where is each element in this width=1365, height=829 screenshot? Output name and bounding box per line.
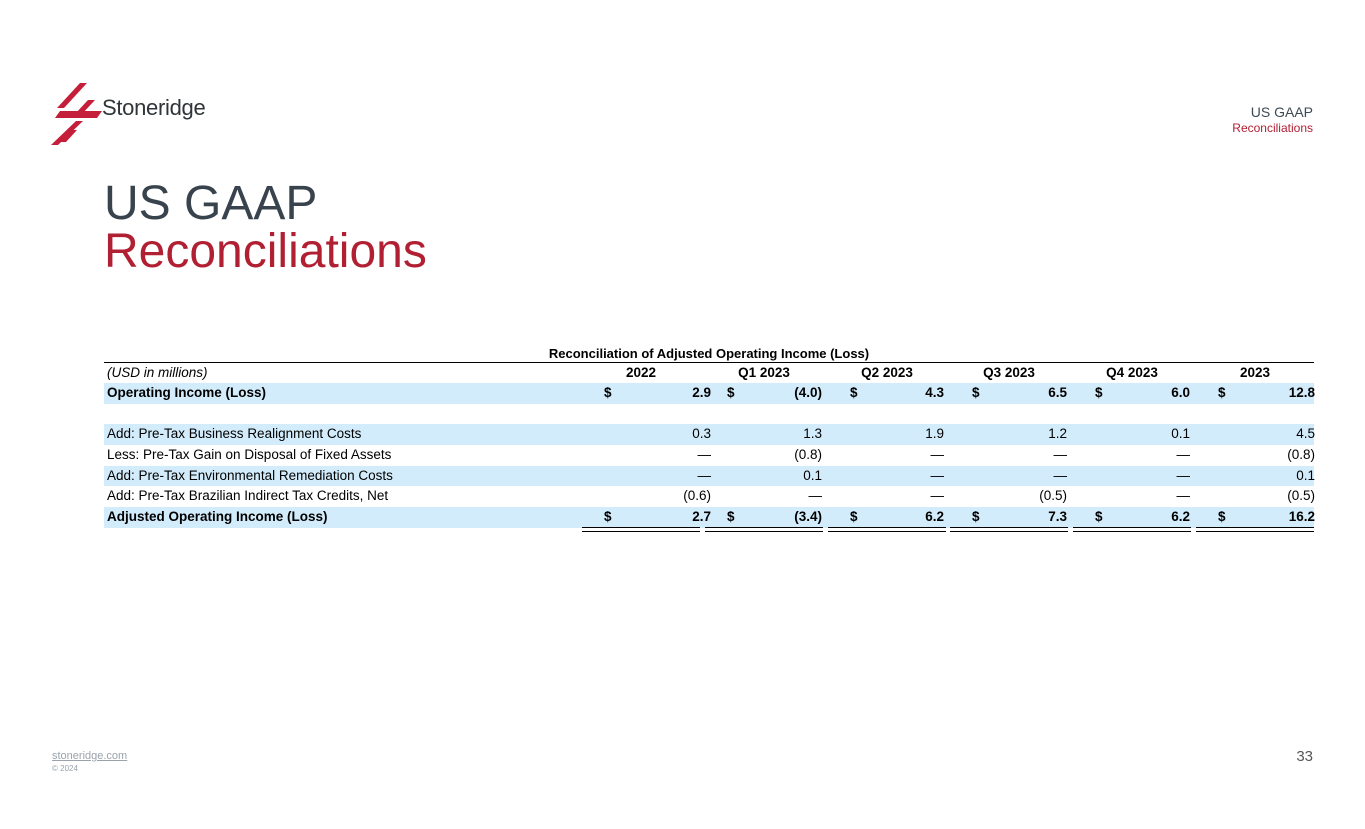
logo-wordmark: Stoneridge	[102, 95, 206, 120]
page-title: US GAAP Reconciliations	[104, 180, 427, 276]
row-label: Add: Pre-Tax Brazilian Indirect Tax Cred…	[107, 488, 389, 504]
table-header-row: (USD in millions) 2022 Q1 2023 Q2 2023 Q3 2…	[104, 362, 1314, 383]
reconciliation-table: (USD in millions) 2022 Q1 2023 Q2 2023 Q3 2…	[104, 362, 1315, 532]
column-header: Q4 2023	[1106, 365, 1158, 380]
row-label: Add: Pre-Tax Business Realignment Costs	[107, 426, 362, 442]
stoneridge-logo-mark-icon	[51, 83, 102, 145]
column-header: Q1 2023	[738, 365, 790, 380]
table-cell: 1.9	[925, 426, 944, 442]
row-label: Less: Pre-Tax Gain on Disposal of Fixed …	[107, 447, 392, 463]
table-cell: —	[1053, 447, 1068, 463]
total-double-rule	[950, 526, 1068, 532]
currency-symbol: $	[1095, 385, 1103, 400]
table-cell: (4.0)	[794, 385, 822, 400]
total-double-rule	[828, 526, 946, 532]
table-cell: (0.5)	[1287, 488, 1315, 504]
unit-label: (USD in millions)	[107, 365, 208, 380]
stoneridge-logo: Stoneridge	[50, 80, 210, 148]
currency-symbol: $	[850, 509, 858, 525]
page-number: 33	[1296, 748, 1313, 765]
currency-symbol: $	[850, 385, 858, 400]
table-cell: 1.2	[1048, 426, 1067, 442]
total-double-rule	[705, 526, 823, 532]
currency-symbol: $	[727, 509, 735, 525]
table-cell: —	[1053, 467, 1068, 483]
footer-copyright: © 2024	[52, 764, 78, 773]
table-cell: (0.5)	[1039, 488, 1067, 504]
table-row: Adjusted Operating Income (Loss) $2.7 $ (3.…	[104, 507, 1315, 532]
table-row: Add: Pre-Tax Business Realignment Costs 0…	[104, 424, 1315, 446]
table-cell: 6.0	[1171, 385, 1190, 400]
table-row: Operating Income (Loss) $2.9 $ (4.0) $4.3 $6.…	[104, 383, 1315, 404]
table-row: Add: Pre-Tax Brazilian Indirect Tax Cred…	[104, 486, 1315, 511]
currency-symbol: $	[604, 509, 612, 525]
table-row	[104, 404, 1314, 425]
table-cell: —	[697, 447, 712, 463]
section-header-line2: Reconciliations	[1232, 121, 1313, 135]
footer-website-link[interactable]: stoneridge.com	[52, 750, 128, 762]
column-header: Q3 2023	[983, 365, 1035, 380]
table-cell: 1.3	[803, 426, 822, 442]
currency-symbol: $	[1095, 509, 1103, 525]
total-double-rule	[582, 526, 700, 532]
table-cell: —	[1176, 467, 1191, 483]
column-header: 2023	[1239, 365, 1271, 380]
table-cell: (3.4)	[794, 509, 822, 525]
currency-symbol: $	[604, 385, 612, 400]
table-cell: —	[930, 488, 945, 504]
currency-symbol: $	[1218, 509, 1226, 525]
column-header: Q2 2023	[861, 365, 913, 380]
table-cell: —	[930, 447, 945, 463]
section-header: US GAAP Reconciliations	[1232, 104, 1313, 136]
table-caption: Reconciliation of Adjusted Operating Inc…	[548, 346, 870, 361]
table-cell: —	[930, 467, 945, 483]
table-cell: 0.1	[803, 467, 822, 483]
table-cell: (0.8)	[1287, 447, 1315, 463]
table-cell: 7.3	[1048, 509, 1067, 525]
table-cell: 4.3	[925, 385, 944, 400]
table-cell: —	[1176, 447, 1191, 463]
row-label: Operating Income (Loss)	[107, 385, 267, 400]
page-title-line2: Reconciliations	[104, 225, 427, 278]
table-cell: —	[808, 488, 823, 504]
table-cell: (0.8)	[794, 447, 822, 463]
table-cell: 4.5	[1296, 426, 1315, 442]
table-cell: 12.8	[1288, 385, 1315, 400]
table-cell: 0.3	[692, 426, 711, 442]
section-header-line1: US GAAP	[1250, 104, 1313, 120]
row-label: Add: Pre-Tax Environmental Remediation C…	[107, 467, 393, 483]
column-header: 2022	[625, 365, 657, 380]
table-cell: 2.9	[692, 385, 711, 400]
total-double-rule	[1196, 526, 1314, 532]
table-cell: 0.1	[1171, 426, 1190, 442]
table-row: Add: Pre-Tax Environmental Remediation C…	[104, 465, 1315, 487]
currency-symbol: $	[1218, 385, 1226, 400]
table-row: Less: Pre-Tax Gain on Disposal of Fixed …	[104, 445, 1315, 466]
table-cell: (0.6)	[683, 488, 711, 504]
currency-symbol: $	[972, 385, 980, 400]
table-cell: 0.1	[1296, 467, 1315, 483]
table-cell: 16.2	[1288, 509, 1315, 525]
page-title-line1: US GAAP	[104, 177, 318, 230]
table-cell: 2.7	[692, 509, 711, 525]
currency-symbol: $	[727, 385, 735, 400]
total-double-rule	[1073, 526, 1191, 532]
table-cell: —	[697, 467, 712, 483]
table-cell: 6.2	[925, 509, 944, 525]
table-cell: 6.5	[1048, 385, 1067, 400]
table-cell: —	[1176, 488, 1191, 504]
currency-symbol: $	[972, 509, 980, 525]
row-label: Adjusted Operating Income (Loss)	[107, 509, 328, 525]
table-cell: 6.2	[1171, 509, 1190, 525]
